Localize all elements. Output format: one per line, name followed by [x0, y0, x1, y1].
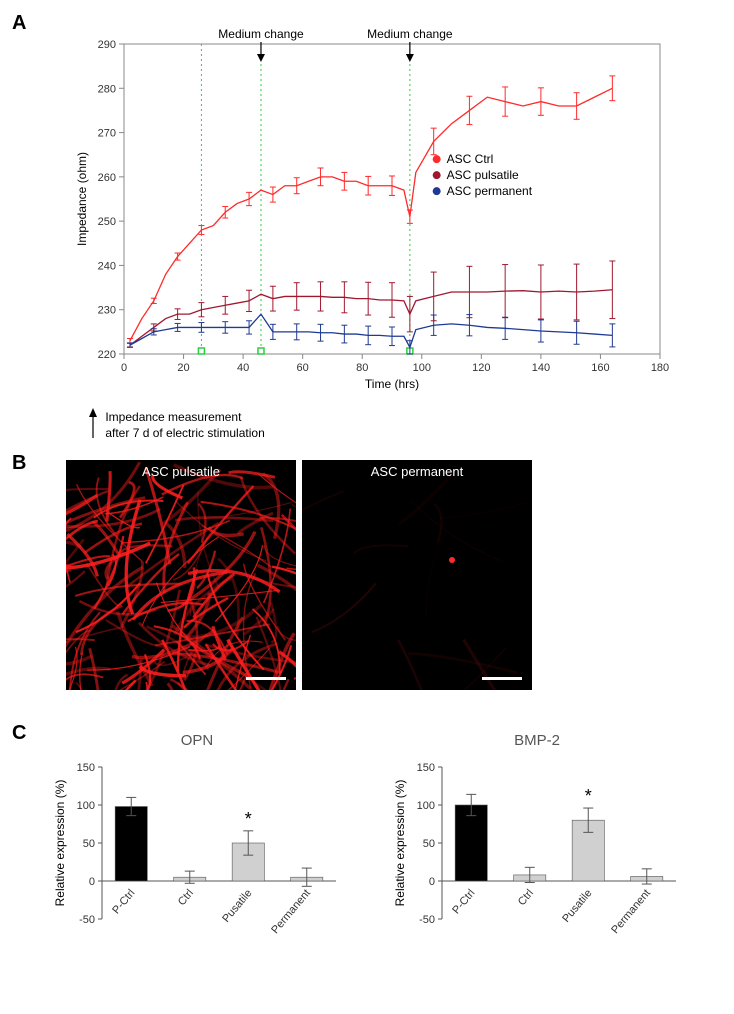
micrograph-image [66, 460, 296, 690]
bar-chart-container: OPN -50 0 50 100 150 Relative expression (%) P… [52, 732, 342, 998]
svg-text:Permanent: Permanent [609, 887, 653, 936]
svg-text:270: 270 [98, 128, 116, 140]
svg-text:Permanent: Permanent [269, 887, 313, 936]
svg-text:P-Ctrl: P-Ctrl [110, 887, 137, 916]
svg-text:220: 220 [98, 349, 116, 361]
svg-text:*: * [245, 809, 252, 829]
svg-text:50: 50 [423, 838, 435, 850]
svg-text:Impedance (ohm): Impedance (ohm) [75, 152, 89, 246]
svg-text:120: 120 [472, 362, 490, 374]
bar-chart-title: BMP-2 [392, 732, 682, 749]
svg-text:80: 80 [356, 362, 368, 374]
svg-text:ASC Ctrl: ASC Ctrl [447, 152, 494, 166]
svg-text:Time (hrs): Time (hrs) [365, 377, 419, 391]
panel-c: C OPN -50 0 50 100 150 Relative expression (%… [12, 722, 722, 1002]
svg-text:Medium change: Medium change [367, 27, 453, 41]
micrograph-permanent: ASC permanent [302, 460, 532, 690]
svg-text:50: 50 [83, 838, 95, 850]
svg-text:40: 40 [237, 362, 249, 374]
panel-b: B ASC pulsatile ASC permanent [12, 452, 722, 712]
bar-chart-bmp2: -50 0 50 100 150 Relative expression (%) P-Ctr… [392, 753, 682, 993]
micrograph-row: ASC pulsatile ASC permanent [66, 460, 532, 690]
panel-a: A 0 20 40 60 80 100 120 140 160 180 220 230 240 250 26… [12, 12, 722, 442]
bar-chart-opn: -50 0 50 100 150 Relative expression (%) P-Ctr… [52, 753, 342, 993]
svg-text:Pusatile: Pusatile [560, 887, 594, 925]
svg-text:Ctrl: Ctrl [516, 887, 536, 908]
svg-text:-50: -50 [79, 914, 95, 926]
bar-chart-title: OPN [52, 732, 342, 749]
svg-text:Medium change: Medium change [218, 27, 304, 41]
svg-text:230: 230 [98, 305, 116, 317]
svg-text:Pusatile: Pusatile [220, 887, 254, 925]
svg-text:140: 140 [532, 362, 550, 374]
scalebar [482, 677, 522, 680]
bar-chart-container: BMP-2 -50 0 50 100 150 Relative expression (%… [392, 732, 682, 998]
svg-text:Relative expression (%): Relative expression (%) [393, 780, 407, 907]
svg-text:240: 240 [98, 260, 116, 272]
svg-text:0: 0 [429, 876, 435, 888]
svg-text:-50: -50 [419, 914, 435, 926]
svg-text:150: 150 [417, 762, 435, 774]
footnote-line2: after 7 d of electric stimulation [105, 426, 264, 440]
impedance-chart: 0 20 40 60 80 100 120 140 160 180 220 230 240 250 260 2… [72, 20, 672, 400]
micrograph-label: ASC pulsatile [66, 464, 296, 479]
svg-text:150: 150 [77, 762, 95, 774]
svg-text:100: 100 [77, 800, 95, 812]
scalebar [246, 677, 286, 680]
figure: A 0 20 40 60 80 100 120 140 160 180 220 230 240 250 26… [12, 12, 722, 1002]
svg-text:280: 280 [98, 83, 116, 95]
svg-text:260: 260 [98, 172, 116, 184]
micrograph-image [302, 460, 532, 690]
svg-text:ASC permanent: ASC permanent [447, 184, 533, 198]
svg-text:60: 60 [297, 362, 309, 374]
svg-text:100: 100 [413, 362, 431, 374]
svg-text:250: 250 [98, 216, 116, 228]
svg-text:290: 290 [98, 39, 116, 51]
bar-chart-row: OPN -50 0 50 100 150 Relative expression (%) P… [52, 732, 682, 998]
footnote-arrow-icon [84, 408, 102, 442]
svg-text:*: * [585, 786, 592, 806]
svg-text:P-Ctrl: P-Ctrl [450, 887, 477, 916]
svg-text:Relative expression (%): Relative expression (%) [53, 780, 67, 907]
svg-text:0: 0 [89, 876, 95, 888]
micrograph-pulsatile: ASC pulsatile [66, 460, 296, 690]
svg-text:Ctrl: Ctrl [176, 887, 196, 908]
svg-text:160: 160 [591, 362, 609, 374]
panel-c-label: C [12, 722, 26, 745]
svg-text:100: 100 [417, 800, 435, 812]
panel-a-footnote: Impedance measurement after 7 d of elect… [84, 408, 265, 442]
micrograph-label: ASC permanent [302, 464, 532, 479]
svg-text:ASC pulsatile: ASC pulsatile [447, 168, 519, 182]
panel-a-label: A [12, 12, 26, 35]
svg-text:0: 0 [121, 362, 127, 374]
panel-b-label: B [12, 452, 26, 475]
footnote-line1: Impedance measurement [105, 410, 241, 424]
svg-text:180: 180 [651, 362, 669, 374]
svg-text:20: 20 [177, 362, 189, 374]
